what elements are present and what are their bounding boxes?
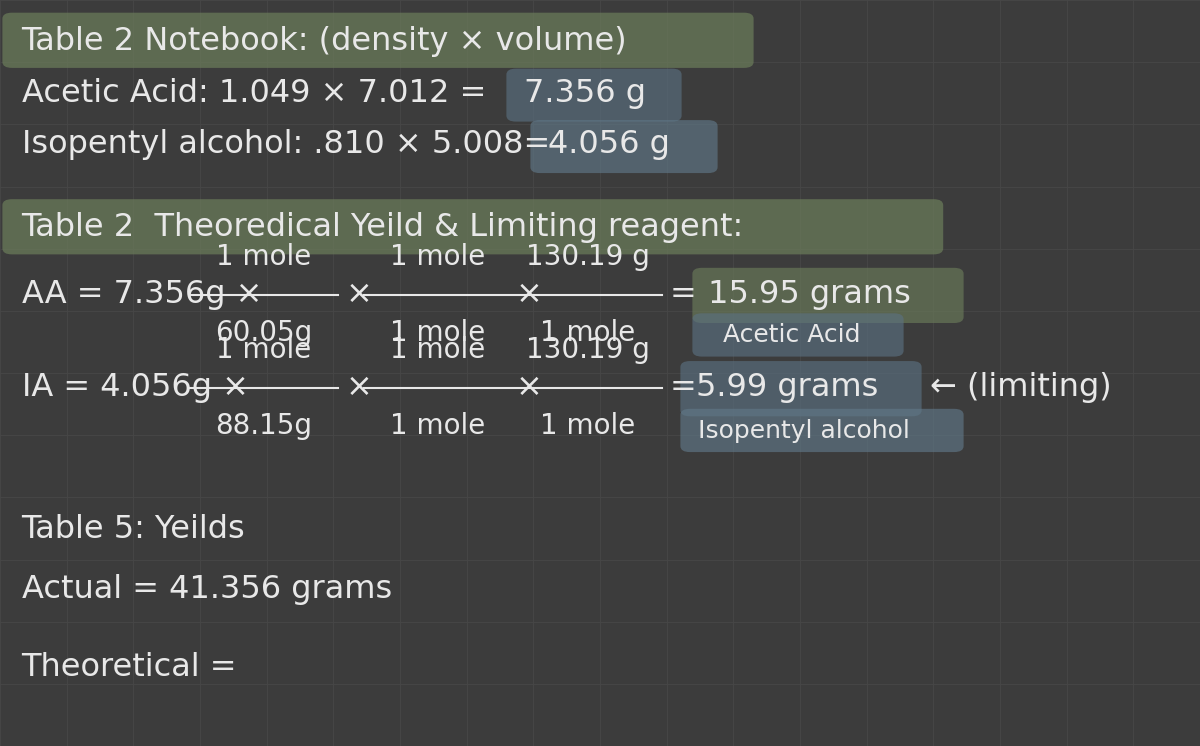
- Text: 1 mole: 1 mole: [216, 336, 312, 364]
- Text: IA = 4.056g ×: IA = 4.056g ×: [22, 372, 248, 404]
- Text: 60.05g: 60.05g: [215, 319, 313, 347]
- FancyBboxPatch shape: [2, 13, 754, 68]
- Text: 88.15g: 88.15g: [216, 412, 312, 440]
- Text: =: =: [670, 372, 696, 404]
- Text: 130.19 g: 130.19 g: [526, 242, 650, 271]
- FancyBboxPatch shape: [692, 268, 964, 323]
- Text: 7.356 g: 7.356 g: [524, 78, 647, 109]
- Text: Theoretical =: Theoretical =: [22, 652, 238, 683]
- Text: 1 mole: 1 mole: [390, 319, 486, 347]
- Text: Table 2 Notebook: (density × volume): Table 2 Notebook: (density × volume): [22, 25, 628, 57]
- Text: Actual = 41.356 grams: Actual = 41.356 grams: [22, 574, 392, 605]
- Text: Isopentyl alcohol: Isopentyl alcohol: [698, 419, 910, 443]
- Text: Table 5: Yeilds: Table 5: Yeilds: [22, 514, 245, 545]
- Text: ×: ×: [346, 372, 372, 404]
- Text: Acetic Acid: Acetic Acid: [724, 323, 860, 347]
- Text: 4.056 g: 4.056 g: [548, 129, 671, 160]
- FancyBboxPatch shape: [692, 313, 904, 357]
- Text: ← (limiting): ← (limiting): [930, 372, 1111, 404]
- FancyBboxPatch shape: [506, 69, 682, 122]
- Text: 130.19 g: 130.19 g: [526, 336, 650, 364]
- FancyBboxPatch shape: [2, 199, 943, 254]
- Text: 1 mole: 1 mole: [540, 319, 636, 347]
- Text: Table 2  Theoredical Yeild & Limiting reagent:: Table 2 Theoredical Yeild & Limiting rea…: [22, 212, 744, 243]
- Text: 5.99 grams: 5.99 grams: [696, 372, 878, 404]
- Text: =: =: [670, 279, 696, 310]
- FancyBboxPatch shape: [680, 361, 922, 416]
- Text: Acetic Acid: 1.049 × 7.012 =: Acetic Acid: 1.049 × 7.012 =: [22, 78, 496, 109]
- Text: ×: ×: [516, 279, 542, 310]
- FancyBboxPatch shape: [680, 409, 964, 452]
- Text: 1 mole: 1 mole: [390, 336, 486, 364]
- Text: ×: ×: [346, 279, 372, 310]
- Text: 1 mole: 1 mole: [540, 412, 636, 440]
- Text: 1 mole: 1 mole: [390, 242, 486, 271]
- Text: AA = 7.356g ×: AA = 7.356g ×: [22, 279, 262, 310]
- FancyBboxPatch shape: [530, 120, 718, 173]
- Text: ×: ×: [516, 372, 542, 404]
- Text: Isopentyl alcohol: .810 × 5.008=: Isopentyl alcohol: .810 × 5.008=: [22, 129, 560, 160]
- Text: 1 mole: 1 mole: [216, 242, 312, 271]
- Text: 1 mole: 1 mole: [390, 412, 486, 440]
- Text: 15.95 grams: 15.95 grams: [708, 279, 911, 310]
